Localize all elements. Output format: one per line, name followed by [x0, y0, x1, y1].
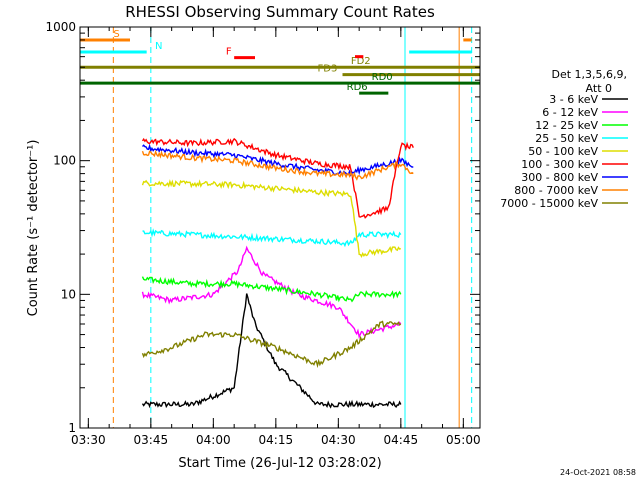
y-axis-label: Count Rate (s⁻¹ detector⁻¹): [26, 140, 41, 317]
y-tick-label: 1: [68, 421, 76, 435]
y-tick-label: 100: [53, 154, 76, 168]
series-line-6-12-kev: [141, 245, 402, 339]
series-line-12-25-kev: [141, 276, 402, 303]
series-line-7000-15000-kev: [141, 320, 402, 369]
legend-label-12-25-kev: 12 - 25 keV: [535, 119, 598, 132]
flag-label-rd0: RD0: [372, 72, 393, 83]
x-tick-label: 03:30: [71, 433, 106, 447]
series-line-3-6-kev: [141, 293, 402, 409]
legend-label-50-100-kev: 50 - 100 keV: [528, 145, 598, 158]
footer-date: 24-Oct-2021 08:58: [560, 468, 636, 477]
series-line-300-800-kev: [142, 143, 414, 177]
series-line-100-300-kev: [141, 137, 414, 219]
legend-label-6-12-kev: 6 - 12 keV: [542, 106, 598, 119]
y-tick-label: 10: [61, 287, 76, 301]
x-tick-label: 04:15: [259, 433, 294, 447]
series-line-50-100-kev: [141, 179, 402, 258]
flag-label-n: N: [155, 41, 162, 52]
flag-label-fd3: FD3: [318, 64, 338, 75]
observing-flags: S N F FD2 FD3 RD0 RD6: [80, 29, 480, 95]
plot-frame: [79, 26, 481, 429]
series-lines: [141, 137, 414, 409]
flag-label-rd6: RD6: [347, 82, 368, 93]
series-line-25-50-kev: [142, 228, 402, 248]
x-tick-label: 04:45: [384, 433, 419, 447]
flag-label-fd2: FD2: [351, 56, 371, 67]
legend-label-100-300-kev: 100 - 300 keV: [521, 158, 598, 171]
x-tick-label: 05:00: [446, 433, 481, 447]
x-axis-label: Start Time (26-Jul-12 03:28:02): [178, 456, 381, 471]
flag-label-s: S: [113, 29, 119, 40]
x-tick-label: 04:30: [321, 433, 356, 447]
x-tick-label: 03:45: [134, 433, 169, 447]
chart-title: RHESSI Observing Summary Count Rates: [125, 3, 435, 21]
legend-label-7000-15000-kev: 7000 - 15000 keV: [500, 197, 598, 210]
vertical-markers: [112, 27, 473, 428]
x-tick-label: 04:00: [196, 433, 231, 447]
legend-label-3-6-kev: 3 - 6 keV: [549, 93, 598, 106]
legend-label-25-50-kev: 25 - 50 keV: [535, 132, 598, 145]
legend-label-300-800-kev: 300 - 800 keV: [521, 171, 598, 184]
axes: 03:30 03:45 04:00 04:15 04:30 04:45 05:00 1 10 10…: [45, 20, 480, 447]
flag-label-f: F: [226, 47, 232, 58]
legend-header-line-2: Att 0: [586, 82, 612, 95]
series-line-800-7000-kev: [141, 149, 414, 181]
legend-label-800-7000-kev: 800 - 7000 keV: [514, 184, 598, 197]
legend-header-line-1: Det 1,3,5,6,9,: [551, 68, 627, 81]
y-tick-label: 1000: [45, 20, 76, 34]
